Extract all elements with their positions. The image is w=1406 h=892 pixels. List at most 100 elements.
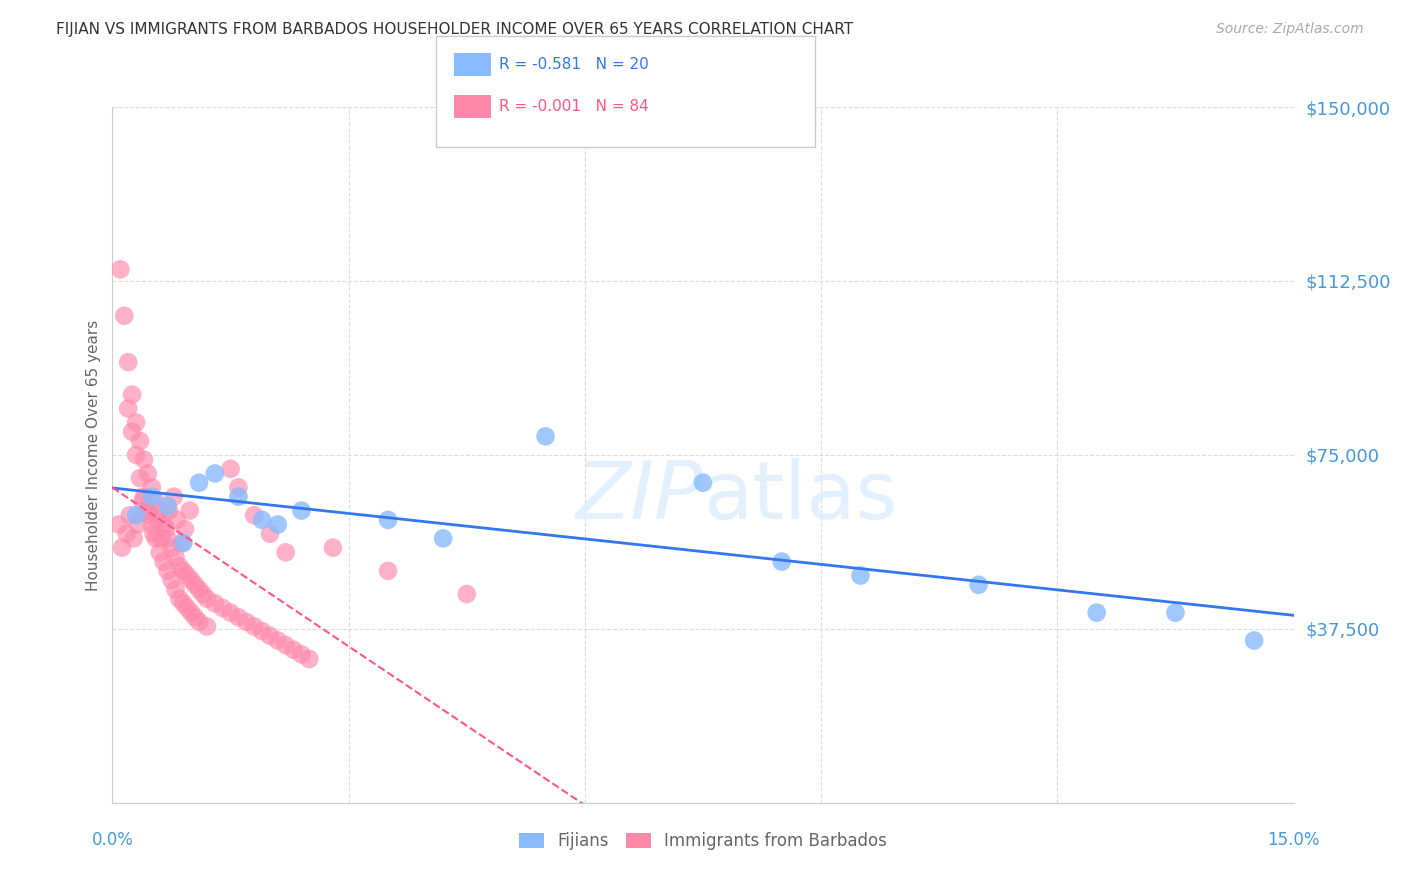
Point <box>127 517 149 532</box>
Point <box>117 401 139 416</box>
Point <box>145 532 167 546</box>
Point <box>111 541 134 555</box>
Point <box>228 610 250 624</box>
Point <box>188 475 211 490</box>
Text: atlas: atlas <box>703 458 897 536</box>
Text: R = -0.001   N = 84: R = -0.001 N = 84 <box>499 99 650 113</box>
Point <box>121 425 143 439</box>
Text: 0.0%: 0.0% <box>91 830 134 848</box>
Point <box>152 555 174 569</box>
Point <box>195 619 218 633</box>
Point <box>211 601 233 615</box>
Point <box>219 462 242 476</box>
Point <box>290 503 312 517</box>
Point <box>141 517 163 532</box>
Point <box>149 503 172 517</box>
Point <box>176 568 198 582</box>
Point <box>165 582 187 597</box>
Point <box>172 596 194 610</box>
Text: FIJIAN VS IMMIGRANTS FROM BARBADOS HOUSEHOLDER INCOME OVER 65 YEARS CORRELATION : FIJIAN VS IMMIGRANTS FROM BARBADOS HOUSE… <box>56 22 853 37</box>
Point <box>146 513 169 527</box>
Text: Source: ZipAtlas.com: Source: ZipAtlas.com <box>1216 22 1364 37</box>
Point <box>243 508 266 523</box>
Point <box>228 480 250 494</box>
Y-axis label: Householder Income Over 65 years: Householder Income Over 65 years <box>86 319 101 591</box>
Point <box>170 536 193 550</box>
Point <box>184 578 207 592</box>
Point <box>125 448 148 462</box>
Point <box>1243 633 1265 648</box>
Point <box>228 490 250 504</box>
Point <box>160 541 183 555</box>
Point <box>156 499 179 513</box>
Point <box>770 555 793 569</box>
Text: R = -0.581   N = 20: R = -0.581 N = 20 <box>499 57 650 71</box>
Point <box>118 508 141 523</box>
Point <box>250 513 273 527</box>
Point <box>129 434 152 448</box>
Point <box>274 545 297 559</box>
Point <box>377 513 399 527</box>
Legend: Fijians, Immigrants from Barbados: Fijians, Immigrants from Barbados <box>512 826 894 857</box>
Point <box>849 568 872 582</box>
Text: ZIP: ZIP <box>575 458 703 536</box>
Point <box>142 526 165 541</box>
Point <box>259 629 281 643</box>
Point <box>132 452 155 467</box>
Point <box>274 638 297 652</box>
Point <box>1085 606 1108 620</box>
Point <box>219 606 242 620</box>
Point <box>250 624 273 639</box>
Point <box>267 633 290 648</box>
Point <box>139 508 162 523</box>
Point <box>180 606 202 620</box>
Point <box>188 582 211 597</box>
Point <box>243 619 266 633</box>
Point <box>145 494 167 508</box>
Point <box>117 355 139 369</box>
Point <box>191 587 214 601</box>
Point <box>136 467 159 481</box>
Point <box>259 526 281 541</box>
Point <box>267 517 290 532</box>
Point <box>188 615 211 629</box>
Point <box>174 522 197 536</box>
Point <box>534 429 557 443</box>
Point <box>110 262 132 277</box>
Point <box>169 591 191 606</box>
Point <box>149 545 172 559</box>
Point <box>377 564 399 578</box>
Point <box>169 559 191 574</box>
Point <box>125 508 148 523</box>
Point <box>157 503 180 517</box>
Point <box>163 490 186 504</box>
Point <box>132 490 155 504</box>
Point <box>129 471 152 485</box>
Point <box>156 564 179 578</box>
Point <box>204 467 226 481</box>
Point <box>432 532 454 546</box>
Point <box>165 549 187 564</box>
Point <box>195 591 218 606</box>
Point <box>155 522 177 536</box>
Point <box>180 573 202 587</box>
Point <box>179 503 201 517</box>
Point <box>184 610 207 624</box>
Point <box>112 309 135 323</box>
Point <box>176 601 198 615</box>
Point <box>150 532 173 546</box>
Point <box>156 532 179 546</box>
Point <box>322 541 344 555</box>
Point <box>290 648 312 662</box>
Point <box>298 652 321 666</box>
Point <box>125 416 148 430</box>
Text: 15.0%: 15.0% <box>1267 830 1320 848</box>
Point <box>136 503 159 517</box>
Point <box>172 564 194 578</box>
Point <box>1164 606 1187 620</box>
Point <box>122 532 145 546</box>
Point <box>456 587 478 601</box>
Point <box>115 526 138 541</box>
Point <box>135 503 157 517</box>
Point <box>141 480 163 494</box>
